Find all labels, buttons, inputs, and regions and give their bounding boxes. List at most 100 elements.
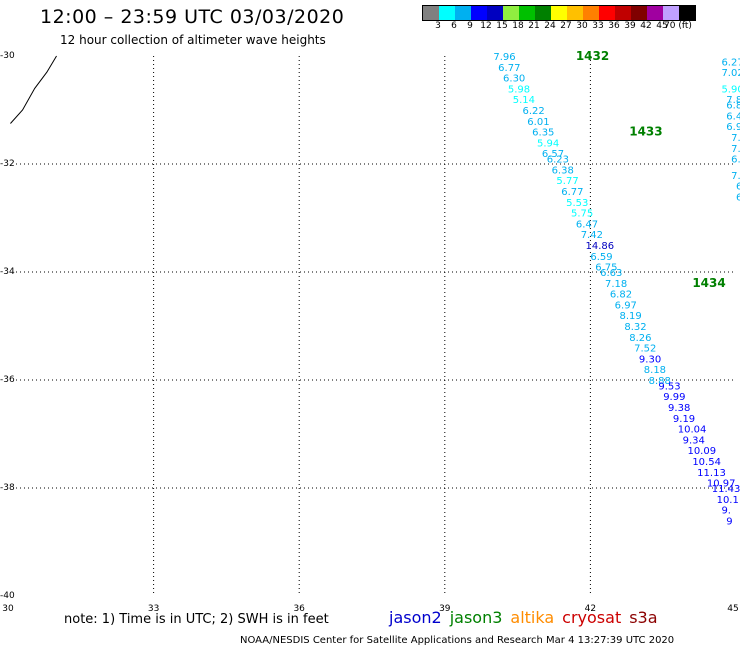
footer-credit: NOAA/NESDIS Center for Satellite Applica…	[240, 635, 675, 646]
wave-height-value: 5.53	[566, 198, 588, 209]
wave-height-value: 6.01	[527, 117, 549, 128]
wave-height-value: 6.91	[726, 122, 740, 133]
wave-height-value: 5.14	[513, 95, 535, 106]
color-swatch	[647, 6, 663, 20]
wave-height-value: 9.38	[668, 403, 690, 414]
latitude-tick-label: -32	[0, 159, 16, 169]
wave-height-value: 6.47	[576, 219, 598, 230]
legend-entry: s3a	[629, 608, 658, 627]
wave-height-value: 6	[736, 192, 740, 203]
color-scale-bar	[422, 5, 696, 21]
wave-height-value: 5.75	[571, 209, 593, 220]
latitude-tick-label: -40	[0, 591, 16, 601]
color-swatch	[535, 6, 551, 20]
wave-height-value: 7.02	[721, 68, 740, 79]
wave-height-value: 7.42	[581, 230, 603, 241]
longitude-tick-label: 42	[584, 604, 597, 614]
longitude-tick-label: 36	[293, 604, 305, 614]
coastline	[10, 55, 57, 124]
wave-height-value: 6.57	[542, 149, 564, 160]
wave-height-value: 10.04	[678, 425, 707, 436]
pass-time-label: 1433	[629, 125, 662, 139]
wave-height-value: 9.99	[663, 392, 685, 403]
color-scale-label: 42	[640, 21, 652, 31]
wave-height-value: 6.97	[615, 300, 637, 311]
wave-height-values: 7.966.776.305.985.146.226.016.355.946.57…	[493, 52, 740, 527]
latitude-tick-label: -38	[0, 483, 16, 493]
wave-height-value: 8.19	[620, 311, 642, 322]
wave-height-value: 5.94	[537, 138, 559, 149]
wave-height-value: 14.86	[586, 241, 615, 252]
wave-height-value: 6.77	[498, 63, 520, 74]
wave-height-value: 6.38	[552, 165, 574, 176]
wave-height-value: 6.22	[522, 106, 544, 117]
longitude-tick-label: 39	[439, 604, 451, 614]
color-scale-label: 33	[592, 21, 604, 31]
longitude-tick-label: 33	[147, 604, 160, 614]
wave-height-value: 7.0	[731, 144, 740, 155]
wave-height-value: 9.30	[639, 354, 661, 365]
wave-height-value: 9.	[721, 506, 731, 517]
color-swatch	[423, 6, 439, 20]
color-scale-label: 12	[480, 21, 492, 31]
wave-height-value: 7.96	[493, 52, 515, 63]
color-swatch	[439, 6, 455, 20]
wave-height-value: 9	[726, 516, 732, 527]
wave-height-value: 7.18	[605, 279, 627, 290]
color-swatch	[615, 6, 631, 20]
color-swatch	[455, 6, 471, 20]
wave-height-value: 7.52	[634, 344, 656, 355]
pass-time-label: 1432	[576, 49, 609, 63]
color-scale-label: 9	[467, 21, 473, 31]
chart-subtitle: 12 hour collection of altimeter wave hei…	[60, 33, 326, 47]
color-scale-label: 39	[624, 21, 636, 31]
color-scale-label: 45	[656, 21, 668, 31]
wave-height-value: 7.82	[731, 133, 740, 144]
color-swatch	[487, 6, 503, 20]
wave-height-value: 7.	[731, 171, 740, 182]
wave-height-value: 11.43	[712, 484, 740, 495]
wave-height-value: 10.97	[707, 479, 736, 490]
color-swatch	[679, 6, 695, 20]
longitude-tick-label: 30	[2, 604, 14, 614]
color-scale-label: 21	[528, 21, 540, 31]
coastline-path	[10, 55, 57, 124]
wave-height-value: 9.19	[673, 414, 695, 425]
legend-entry: cryosat	[562, 608, 622, 627]
wave-height-value: 8.26	[629, 333, 651, 344]
wave-height-value: 6.77	[561, 187, 583, 198]
wave-height-value: 6.59	[590, 252, 612, 263]
wave-height-value: 6.	[731, 155, 740, 166]
color-swatch	[567, 6, 583, 20]
wave-height-value: 6.82	[610, 290, 632, 301]
wave-height-value: 10.54	[692, 457, 721, 468]
color-scale-label: 15	[496, 21, 508, 31]
wave-height-value: 6.30	[503, 74, 525, 85]
color-scale-label: 6	[451, 21, 457, 31]
latitude-tick-label: -34	[0, 267, 16, 277]
wave-height-value: 6.27	[721, 57, 740, 68]
map-grid	[8, 56, 736, 596]
wave-height-value: 8.32	[624, 322, 646, 333]
wave-height-value: 10.1	[717, 495, 739, 506]
wave-height-value: 11.13	[697, 468, 726, 479]
legend-entry: altika	[510, 608, 555, 627]
pass-time-label: 1434	[692, 276, 725, 290]
color-swatch	[551, 6, 567, 20]
wave-height-value: 5.98	[508, 84, 530, 95]
wave-height-value: 8.88	[649, 376, 671, 387]
wave-height-value: 9.53	[658, 381, 680, 392]
wave-height-value: 7.84	[726, 95, 740, 106]
color-scale-label: 70 (ft)	[664, 21, 692, 31]
legend-entry: jason3	[449, 608, 503, 627]
pass-time-labels: 14321433143414	[576, 49, 726, 290]
color-swatch	[631, 6, 647, 20]
wave-height-value: 6.41	[726, 111, 740, 122]
wave-height-value: 6.75	[595, 263, 617, 274]
color-scale-label: 30	[576, 21, 588, 31]
wave-height-value: 8.18	[644, 365, 666, 376]
color-swatch	[503, 6, 519, 20]
wave-height-value: 9.34	[683, 435, 705, 446]
wave-height-value: 6.35	[532, 128, 554, 139]
